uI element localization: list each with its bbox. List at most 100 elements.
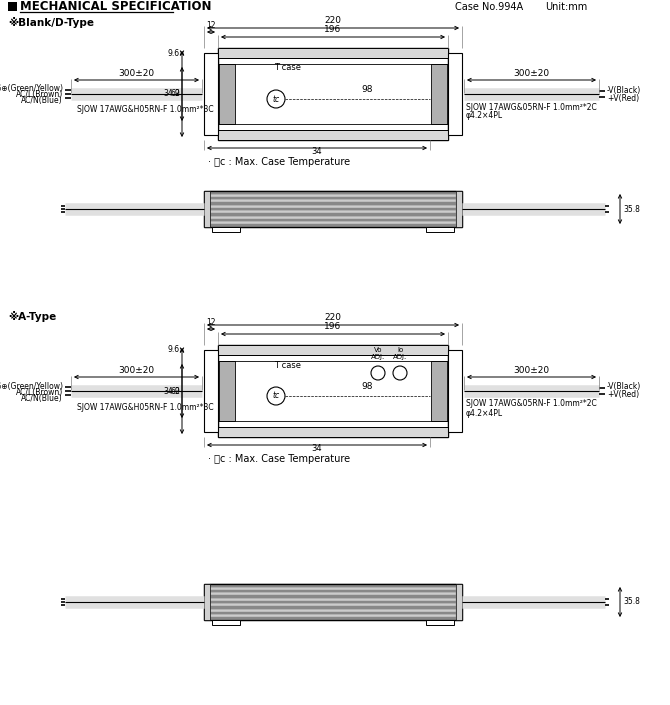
Bar bbox=[218, 427, 448, 437]
Bar bbox=[210, 603, 456, 606]
Text: MECHANICAL SPECIFICATION: MECHANICAL SPECIFICATION bbox=[20, 1, 212, 13]
Bar bbox=[212, 620, 240, 625]
Bar bbox=[204, 191, 210, 227]
Bar bbox=[219, 361, 235, 421]
Bar bbox=[210, 592, 456, 595]
Text: AC/L(Brown): AC/L(Brown) bbox=[16, 90, 63, 99]
Text: Case No.994A: Case No.994A bbox=[455, 2, 523, 12]
Bar bbox=[210, 615, 456, 618]
Bar bbox=[204, 584, 462, 620]
Text: Unit:mm: Unit:mm bbox=[545, 2, 587, 12]
Text: 34: 34 bbox=[312, 147, 322, 156]
Text: φ4.2×4PL: φ4.2×4PL bbox=[466, 408, 503, 417]
Text: 300±20: 300±20 bbox=[119, 69, 155, 78]
Bar bbox=[219, 64, 235, 124]
Bar bbox=[431, 64, 447, 124]
Text: ※A-Type: ※A-Type bbox=[8, 312, 56, 322]
Bar bbox=[210, 606, 456, 609]
Text: 34.2: 34.2 bbox=[163, 90, 180, 99]
Text: 98: 98 bbox=[362, 85, 373, 94]
Text: 34: 34 bbox=[312, 444, 322, 453]
Text: φ4.2×4PL: φ4.2×4PL bbox=[466, 111, 503, 121]
Text: T case: T case bbox=[274, 360, 301, 369]
Text: +V(Red): +V(Red) bbox=[607, 391, 639, 400]
Bar bbox=[210, 618, 456, 620]
Bar bbox=[210, 587, 456, 589]
Bar bbox=[212, 227, 240, 232]
Text: tc: tc bbox=[273, 391, 279, 400]
Bar bbox=[210, 213, 456, 216]
Text: -V(Black): -V(Black) bbox=[607, 85, 641, 94]
Bar bbox=[218, 345, 448, 437]
Text: 34.2: 34.2 bbox=[163, 386, 180, 396]
Bar bbox=[210, 609, 456, 612]
Bar bbox=[431, 361, 447, 421]
Text: SJOW 17AWG&05RN-F 1.0mm²*2C: SJOW 17AWG&05RN-F 1.0mm²*2C bbox=[466, 102, 597, 111]
Text: 12: 12 bbox=[206, 21, 216, 30]
Text: +V(Red): +V(Red) bbox=[607, 94, 639, 102]
Text: ※Blank/D-Type: ※Blank/D-Type bbox=[8, 16, 94, 27]
Text: SJOW 17AWG&H05RN-F 1.0mm²*3C: SJOW 17AWG&H05RN-F 1.0mm²*3C bbox=[77, 403, 214, 412]
Text: 12: 12 bbox=[206, 318, 216, 327]
Text: T case: T case bbox=[274, 63, 301, 73]
Bar bbox=[210, 191, 456, 194]
Bar bbox=[456, 584, 462, 620]
Text: 9.6: 9.6 bbox=[168, 49, 180, 58]
Text: Io
ADJ.: Io ADJ. bbox=[393, 346, 407, 360]
Bar bbox=[210, 210, 456, 213]
Bar bbox=[210, 202, 456, 205]
Text: 69: 69 bbox=[170, 90, 180, 99]
Bar bbox=[218, 48, 448, 58]
Bar bbox=[204, 191, 462, 227]
Bar bbox=[210, 207, 456, 210]
Bar bbox=[210, 584, 456, 587]
Text: 69: 69 bbox=[170, 386, 180, 396]
Text: 300±20: 300±20 bbox=[513, 69, 549, 78]
Text: tc: tc bbox=[273, 94, 279, 104]
Text: AC/L(Brown): AC/L(Brown) bbox=[16, 388, 63, 396]
Bar bbox=[218, 345, 448, 355]
Text: 220: 220 bbox=[324, 16, 342, 25]
Bar bbox=[210, 224, 456, 227]
Text: AC/N(Blue): AC/N(Blue) bbox=[21, 393, 63, 403]
Text: FG⊕(Green/Yellow): FG⊕(Green/Yellow) bbox=[0, 381, 63, 391]
Text: Vo
ADJ.: Vo ADJ. bbox=[371, 346, 385, 360]
Bar bbox=[426, 227, 454, 232]
Text: · Ⓣc : Max. Case Temperature: · Ⓣc : Max. Case Temperature bbox=[208, 157, 350, 167]
Bar bbox=[456, 191, 462, 227]
Text: SJOW 17AWG&05RN-F 1.0mm²*2C: SJOW 17AWG&05RN-F 1.0mm²*2C bbox=[466, 400, 597, 408]
Bar bbox=[204, 191, 462, 227]
Bar bbox=[210, 612, 456, 615]
Text: AC/N(Blue): AC/N(Blue) bbox=[21, 97, 63, 106]
Text: 35.8: 35.8 bbox=[623, 204, 640, 214]
Bar bbox=[210, 595, 456, 598]
Bar bbox=[204, 584, 462, 620]
Text: SJOW 17AWG&H05RN-F 1.0mm²*3C: SJOW 17AWG&H05RN-F 1.0mm²*3C bbox=[77, 106, 214, 114]
Bar bbox=[210, 197, 456, 200]
Text: FG⊕(Green/Yellow): FG⊕(Green/Yellow) bbox=[0, 85, 63, 94]
Bar bbox=[218, 130, 448, 140]
Bar bbox=[210, 216, 456, 219]
Bar bbox=[210, 589, 456, 592]
Text: 98: 98 bbox=[362, 382, 373, 391]
Bar bbox=[210, 601, 456, 603]
Text: · Ⓣc : Max. Case Temperature: · Ⓣc : Max. Case Temperature bbox=[208, 454, 350, 464]
Bar bbox=[210, 219, 456, 221]
Bar bbox=[448, 350, 462, 432]
Text: -V(Black): -V(Black) bbox=[607, 383, 641, 391]
Text: 300±20: 300±20 bbox=[119, 366, 155, 375]
Bar bbox=[8, 2, 17, 11]
Bar bbox=[426, 620, 454, 625]
Text: 35.8: 35.8 bbox=[623, 598, 640, 606]
Bar bbox=[210, 598, 456, 601]
Bar bbox=[204, 350, 218, 432]
Bar bbox=[210, 205, 456, 207]
Bar bbox=[204, 53, 218, 135]
Text: 9.6: 9.6 bbox=[168, 345, 180, 355]
Bar bbox=[210, 200, 456, 202]
Bar bbox=[210, 194, 456, 197]
Bar bbox=[210, 221, 456, 224]
Text: 196: 196 bbox=[324, 25, 342, 34]
Text: 220: 220 bbox=[324, 313, 342, 322]
Bar bbox=[204, 584, 210, 620]
